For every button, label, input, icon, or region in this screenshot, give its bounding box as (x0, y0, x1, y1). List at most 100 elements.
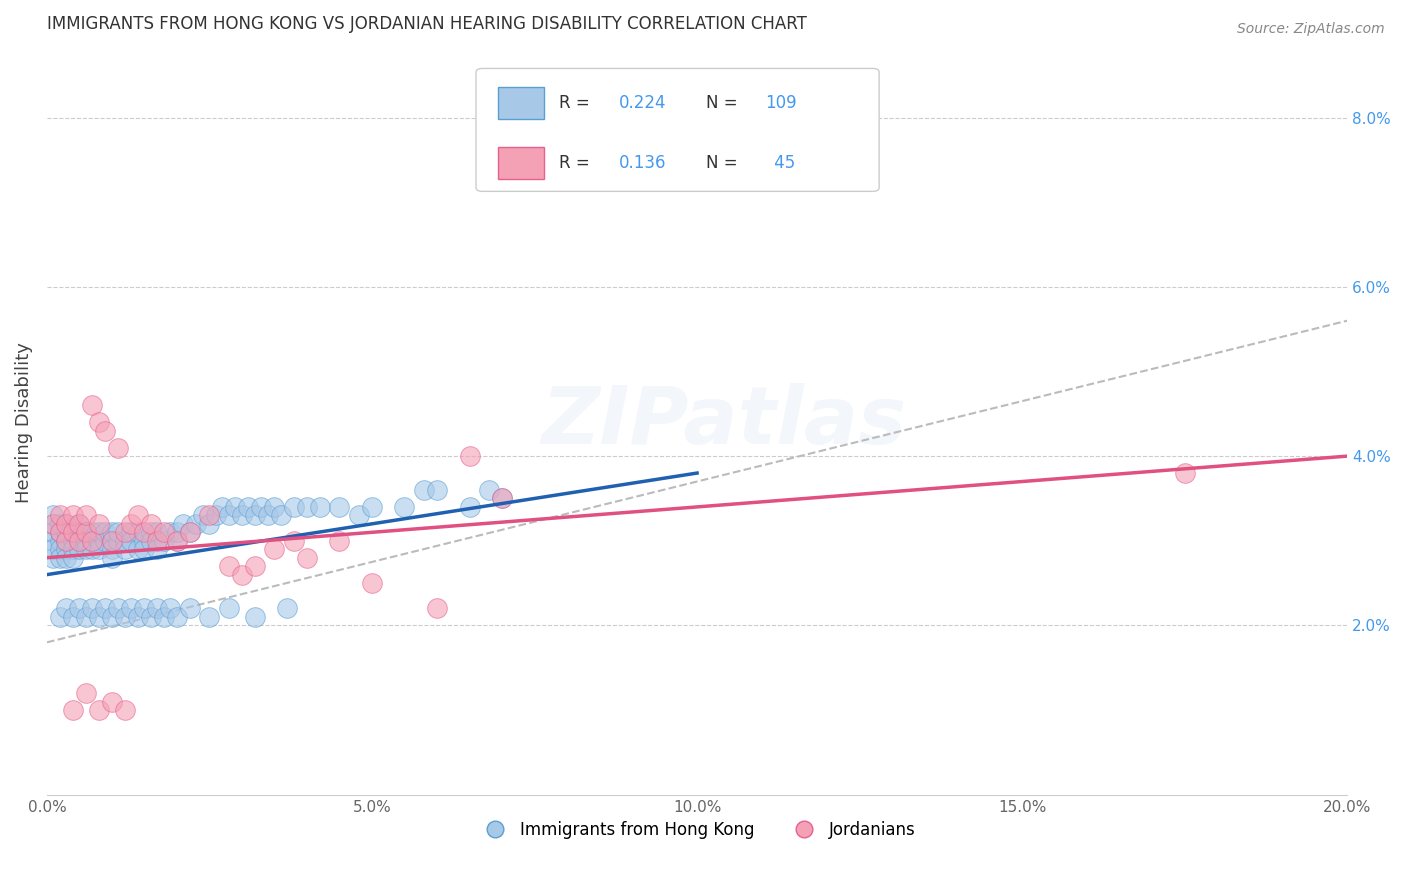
Point (42, 508, 65, 523)
Point (134, 533, 156, 548)
Point (101, 542, 124, 557)
Point (146, 525, 169, 540)
Point (62, 550, 84, 565)
Text: N =: N = (706, 153, 738, 171)
Point (218, 559, 240, 574)
Point (55, 516, 77, 531)
Point (243, 508, 266, 523)
Text: R =: R = (560, 94, 591, 112)
Legend: Immigrants from Hong Kong, Jordanians: Immigrants from Hong Kong, Jordanians (471, 814, 922, 846)
Point (42, 533, 65, 548)
Point (250, 500, 273, 514)
Point (101, 525, 124, 540)
Point (263, 542, 285, 557)
Point (243, 610, 266, 624)
Point (107, 441, 129, 455)
Point (361, 500, 384, 514)
Point (87, 525, 110, 540)
Point (42, 516, 65, 531)
Point (75, 686, 97, 700)
Point (231, 567, 253, 582)
FancyBboxPatch shape (477, 69, 879, 192)
Point (87, 533, 110, 548)
Point (127, 508, 149, 523)
Point (426, 483, 449, 497)
Point (458, 449, 481, 463)
Point (120, 525, 142, 540)
Point (101, 533, 124, 548)
Point (146, 601, 169, 615)
Point (107, 601, 129, 615)
Point (263, 500, 285, 514)
Text: 45: 45 (769, 153, 794, 171)
Point (62, 703, 84, 717)
Point (67, 533, 90, 548)
Point (224, 500, 246, 514)
Point (270, 508, 292, 523)
Point (283, 533, 305, 548)
Point (283, 500, 305, 514)
Point (120, 516, 142, 531)
Point (75, 542, 97, 557)
Text: 109: 109 (765, 94, 796, 112)
Point (49, 525, 72, 540)
Point (55, 525, 77, 540)
Point (62, 542, 84, 557)
Point (491, 491, 513, 506)
Point (67, 533, 90, 548)
Point (87, 542, 110, 557)
Point (153, 533, 176, 548)
Text: R =: R = (560, 153, 591, 171)
Point (139, 610, 162, 624)
Point (328, 533, 350, 548)
Point (114, 703, 136, 717)
Text: IMMIGRANTS FROM HONG KONG VS JORDANIAN HEARING DISABILITY CORRELATION CHART: IMMIGRANTS FROM HONG KONG VS JORDANIAN H… (46, 15, 807, 33)
Point (82, 398, 104, 412)
Point (82, 533, 104, 548)
Point (49, 550, 72, 565)
Point (62, 610, 84, 624)
Point (134, 601, 156, 615)
Point (87, 610, 110, 624)
FancyBboxPatch shape (498, 146, 544, 178)
Point (276, 601, 298, 615)
Point (328, 500, 350, 514)
Point (134, 542, 156, 557)
Point (295, 500, 318, 514)
Point (87, 415, 110, 429)
Point (166, 610, 188, 624)
Point (75, 525, 97, 540)
Point (101, 533, 124, 548)
Point (159, 601, 181, 615)
Point (120, 533, 142, 548)
Point (179, 601, 201, 615)
Point (42, 542, 65, 557)
Point (478, 483, 501, 497)
Point (243, 559, 266, 574)
Point (75, 610, 97, 624)
Point (218, 508, 240, 523)
Point (101, 550, 124, 565)
Point (94, 525, 117, 540)
Point (458, 500, 481, 514)
Point (67, 516, 90, 531)
Point (82, 525, 104, 540)
Point (82, 542, 104, 557)
Point (55, 533, 77, 548)
Point (309, 500, 332, 514)
Text: 0.224: 0.224 (619, 94, 666, 112)
Point (62, 525, 84, 540)
Point (238, 500, 260, 514)
Point (231, 508, 253, 523)
Point (1174, 466, 1197, 480)
Point (127, 610, 149, 624)
Point (67, 525, 90, 540)
Point (49, 525, 72, 540)
Point (49, 516, 72, 531)
Point (159, 525, 181, 540)
Point (257, 508, 280, 523)
Point (94, 601, 117, 615)
Point (166, 525, 188, 540)
Point (127, 525, 149, 540)
Point (62, 525, 84, 540)
